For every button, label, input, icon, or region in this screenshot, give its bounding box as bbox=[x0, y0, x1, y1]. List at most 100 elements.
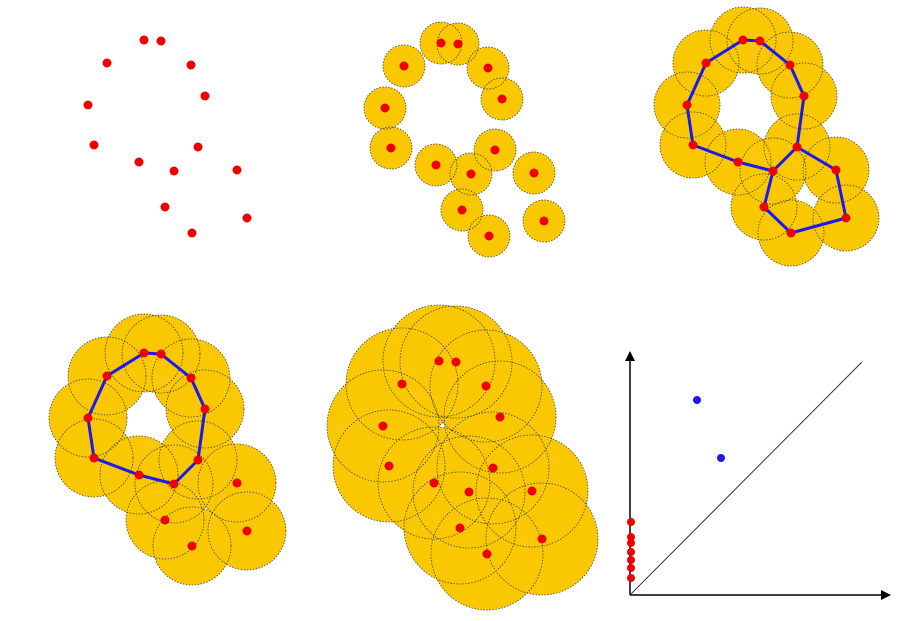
point bbox=[156, 349, 166, 359]
point bbox=[134, 470, 144, 480]
point bbox=[457, 205, 467, 215]
ball-outline bbox=[104, 313, 184, 393]
point bbox=[484, 231, 494, 241]
point bbox=[134, 157, 144, 167]
point bbox=[755, 36, 765, 46]
ball-outline bbox=[436, 411, 550, 525]
ball-outline bbox=[726, 7, 794, 75]
point bbox=[232, 478, 242, 488]
point bbox=[242, 526, 252, 536]
point bbox=[733, 157, 743, 167]
ball-outline bbox=[440, 188, 484, 232]
point bbox=[466, 169, 476, 179]
point bbox=[539, 216, 549, 226]
point bbox=[688, 140, 698, 150]
point bbox=[378, 421, 388, 431]
ball-outline bbox=[709, 6, 777, 74]
ball-outline bbox=[730, 173, 798, 241]
ball-outline bbox=[363, 86, 407, 130]
point bbox=[169, 166, 179, 176]
point bbox=[682, 100, 692, 110]
point bbox=[497, 94, 507, 104]
h1-point bbox=[693, 396, 701, 404]
point bbox=[529, 168, 539, 178]
ball-outline bbox=[473, 128, 517, 172]
ball-outline bbox=[326, 369, 440, 483]
point bbox=[102, 58, 112, 68]
point bbox=[193, 455, 203, 465]
filtration-panel bbox=[48, 313, 287, 586]
point bbox=[490, 145, 500, 155]
point bbox=[83, 100, 93, 110]
point bbox=[792, 142, 802, 152]
point bbox=[481, 381, 491, 391]
point bbox=[831, 165, 841, 175]
h0-point bbox=[627, 539, 635, 547]
ball-outline bbox=[430, 497, 544, 611]
point bbox=[436, 38, 446, 48]
ball-outline bbox=[436, 22, 480, 66]
point bbox=[386, 143, 396, 153]
h0-point bbox=[627, 533, 635, 541]
h0-point bbox=[627, 564, 635, 572]
point bbox=[537, 534, 547, 544]
point bbox=[232, 165, 242, 175]
point bbox=[841, 213, 851, 223]
ball-outline bbox=[672, 29, 740, 97]
filtration-panel bbox=[326, 304, 599, 611]
ball-outline bbox=[99, 435, 179, 515]
ball-outline bbox=[480, 77, 524, 121]
point bbox=[380, 103, 390, 113]
point bbox=[397, 379, 407, 389]
point bbox=[89, 453, 99, 463]
h0-point bbox=[627, 574, 635, 582]
cycle bbox=[762, 145, 848, 235]
ball-outline bbox=[812, 184, 880, 252]
point bbox=[429, 478, 439, 488]
point bbox=[431, 160, 441, 170]
point bbox=[242, 213, 252, 223]
point bbox=[785, 60, 795, 70]
ball-outline bbox=[704, 128, 772, 196]
point bbox=[464, 487, 474, 497]
ball-outline bbox=[466, 46, 510, 90]
point bbox=[156, 36, 166, 46]
ball-outline bbox=[653, 71, 721, 139]
ball-outline bbox=[382, 44, 426, 88]
filtration-panel bbox=[363, 21, 566, 258]
point bbox=[399, 61, 409, 71]
ball-outline bbox=[345, 327, 459, 441]
point bbox=[434, 356, 444, 366]
ball-outline bbox=[121, 314, 201, 394]
ball-outline bbox=[48, 378, 128, 458]
point bbox=[102, 371, 112, 381]
ball-outline bbox=[332, 409, 446, 523]
ball-outline bbox=[165, 369, 245, 449]
ball-outline bbox=[207, 491, 287, 571]
point bbox=[169, 479, 179, 489]
point bbox=[89, 140, 99, 150]
ball-outline bbox=[512, 151, 556, 195]
point bbox=[483, 63, 493, 73]
point bbox=[193, 142, 203, 152]
point bbox=[453, 39, 463, 49]
ball-outline bbox=[152, 506, 232, 586]
ball-outline bbox=[377, 426, 491, 540]
persistence-diagram bbox=[625, 351, 891, 600]
ball-outline bbox=[763, 113, 831, 181]
point bbox=[488, 463, 498, 473]
point bbox=[200, 91, 210, 101]
point bbox=[482, 549, 492, 559]
point bbox=[527, 486, 537, 496]
ball-outline bbox=[67, 336, 147, 416]
ball-outline bbox=[739, 137, 807, 205]
ball-outline bbox=[475, 434, 589, 548]
point bbox=[139, 35, 149, 45]
point bbox=[759, 202, 769, 212]
ball-outline bbox=[134, 444, 214, 524]
ball-outline bbox=[467, 214, 511, 258]
ball-outline bbox=[756, 31, 824, 99]
ball-outline bbox=[757, 199, 825, 267]
